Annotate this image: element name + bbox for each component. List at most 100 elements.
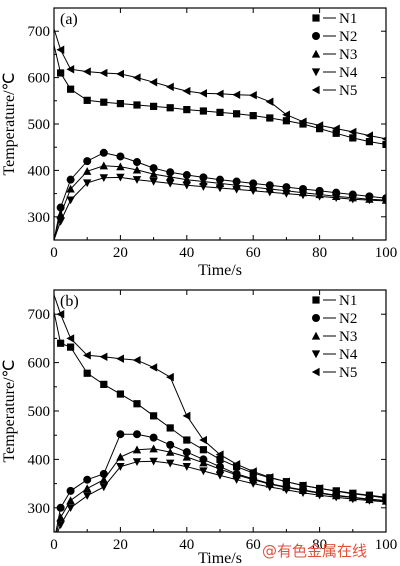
legend-entry: N5 [311,83,357,99]
data-point [66,65,75,74]
data-point [99,469,108,478]
x-tick-label: 100 [375,537,398,553]
data-point [182,411,191,421]
data-point [265,97,274,106]
legend-marker [311,367,320,377]
data-point [166,168,175,177]
legend-entry: N3 [311,329,357,345]
data-point [199,435,207,445]
series-line [54,152,386,240]
data-point [182,448,191,457]
data-point [57,339,65,347]
watermark-text: @有色金属在线 [262,542,367,560]
data-point [99,161,108,170]
data-point [149,433,158,442]
data-point [365,491,373,500]
data-point [216,108,224,116]
data-point [199,446,207,454]
data-point [249,91,257,100]
data-point [381,495,386,501]
legend-label: N3 [339,47,357,63]
data-point [265,483,274,492]
legend-entry: N2 [312,311,357,327]
data-point [133,101,141,109]
data-point [182,463,191,471]
data-point [149,444,158,453]
data-point [133,158,141,167]
legend-entry: N4 [311,65,358,81]
series-line [54,44,386,145]
data-point [298,191,308,200]
data-point [83,96,91,104]
series-line [54,294,386,499]
data-point [116,452,125,461]
data-point [315,484,324,493]
series-N5 [54,28,386,142]
series-line [54,176,386,240]
data-point [83,369,91,377]
series-N5 [54,294,386,501]
data-point [166,372,174,382]
data-point [99,475,108,484]
data-point [199,107,207,115]
data-point [215,184,225,193]
legend-label: N4 [339,347,358,363]
data-point [183,436,191,444]
data-point [150,412,158,420]
data-point [56,45,65,54]
y-tick-label: 400 [28,452,51,468]
data-point [83,167,92,175]
data-point [316,125,324,133]
data-point [332,194,341,202]
data-point [116,463,125,471]
data-point [83,475,92,484]
data-point [233,463,241,471]
data-point [56,217,65,226]
data-point [56,513,65,522]
x-tick-label: 0 [50,537,58,553]
x-tick-label: 40 [179,537,194,553]
data-point [215,89,224,99]
data-point [100,380,108,388]
data-point [282,190,291,198]
data-point [332,129,340,137]
data-point [66,496,75,505]
data-point [232,90,241,99]
legend-label: N1 [339,11,357,27]
data-point [298,481,307,490]
data-point [149,177,158,186]
data-point [182,86,191,96]
panel-label: (b) [60,293,79,310]
data-point [99,174,108,183]
x-tick-label: 20 [113,537,128,553]
data-point [56,310,65,319]
x-tick-label: 0 [50,245,58,261]
data-point [66,175,75,184]
panel-label: (a) [60,11,78,28]
data-point [348,195,357,204]
legend-marker [311,49,321,58]
data-point [166,424,174,432]
data-point [365,196,374,205]
legend-marker [312,14,320,22]
data-point [298,117,307,126]
data-point [232,476,241,484]
legend-entry: N1 [312,11,357,27]
data-point [56,503,65,512]
data-point [67,85,75,93]
series-N4 [56,457,386,532]
data-point [265,188,274,197]
series-N1 [54,44,386,149]
legend-label: N5 [339,365,357,381]
x-tick-label: 80 [312,245,327,261]
data-point [348,495,357,504]
data-point [199,89,207,98]
data-point [83,351,91,360]
data-point [116,173,125,182]
data-point [382,140,386,149]
data-point [349,134,357,142]
data-point [182,452,191,461]
data-point [215,450,224,459]
legend-marker [311,331,321,340]
